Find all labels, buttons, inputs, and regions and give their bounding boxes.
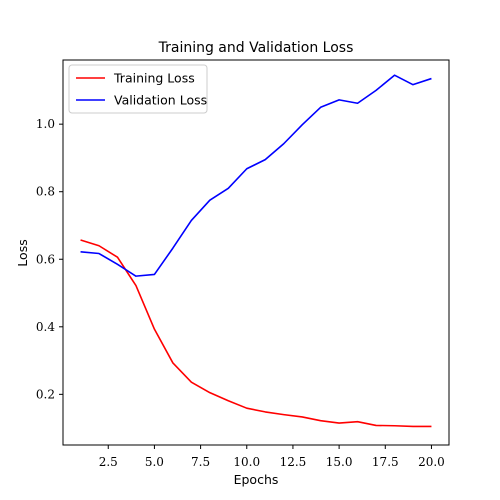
series-line-validation-loss: [80, 74, 432, 277]
chart-title: Training and Validation Loss: [158, 40, 354, 56]
plot-frame: [62, 59, 450, 446]
x-tick-label: 17.5: [372, 455, 399, 469]
plot-area: [62, 59, 450, 446]
series-layer: [80, 74, 432, 428]
x-tick-label: 2.5: [99, 455, 118, 469]
x-axis-ticks: 2.5 5.0 7.5 10.0 12.5 15.0 17.5 20.0: [99, 445, 445, 469]
legend-box: [68, 64, 208, 114]
series-line-training-loss: [80, 239, 432, 428]
y-axis-label: Loss: [15, 239, 30, 266]
x-axis-label: Epochs: [234, 472, 279, 487]
y-tick-label: 0.4: [36, 320, 55, 334]
y-tick-label: 0.6: [36, 252, 55, 266]
x-tick-label: 12.5: [280, 455, 307, 469]
legend-label-validation-loss: Validation Loss: [114, 93, 207, 108]
x-tick-label: 7.5: [191, 455, 210, 469]
x-tick-label: 20.0: [418, 455, 445, 469]
y-tick-label: 1.0: [36, 117, 55, 131]
y-axis-ticks: 0.2 0.4 0.6 0.8 1.0: [36, 117, 63, 401]
x-tick-label: 5.0: [145, 455, 164, 469]
legend-label-training-loss: Training Loss: [113, 71, 195, 86]
legend: Training Loss Validation Loss: [68, 64, 208, 114]
x-tick-label: 15.0: [326, 455, 353, 469]
y-tick-label: 0.8: [36, 185, 55, 199]
x-tick-label: 10.0: [233, 455, 260, 469]
y-tick-label: 0.2: [36, 387, 55, 401]
